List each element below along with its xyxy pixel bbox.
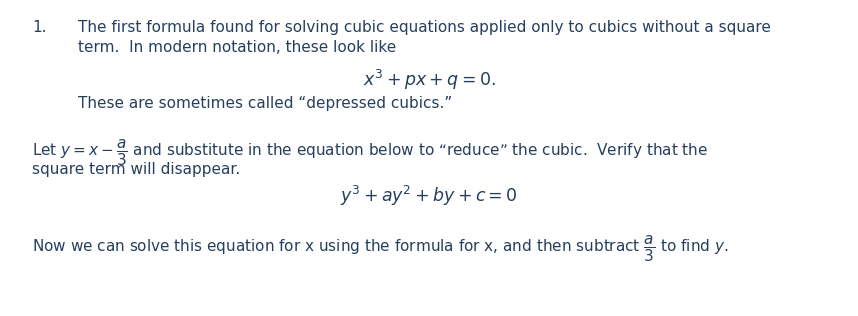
- Text: term.  In modern notation, these look like: term. In modern notation, these look lik…: [78, 40, 396, 55]
- Text: These are sometimes called “depressed cubics.”: These are sometimes called “depressed cu…: [78, 96, 452, 111]
- Text: Now we can solve this equation for x using the formula for x, and then subtract : Now we can solve this equation for x usi…: [32, 234, 728, 264]
- Text: $y^3 + ay^2 + by + c = 0$: $y^3 + ay^2 + by + c = 0$: [340, 184, 518, 208]
- Text: The first formula found for solving cubic equations applied only to cubics witho: The first formula found for solving cubi…: [78, 20, 770, 35]
- Text: Let $y = x - \dfrac{a}{3}$ and substitute in the equation below to “reduce” the : Let $y = x - \dfrac{a}{3}$ and substitut…: [32, 138, 708, 168]
- Text: 1.: 1.: [32, 20, 46, 35]
- Text: $x^3 + px + q = 0.$: $x^3 + px + q = 0.$: [363, 68, 495, 92]
- Text: square term will disappear.: square term will disappear.: [32, 162, 240, 177]
